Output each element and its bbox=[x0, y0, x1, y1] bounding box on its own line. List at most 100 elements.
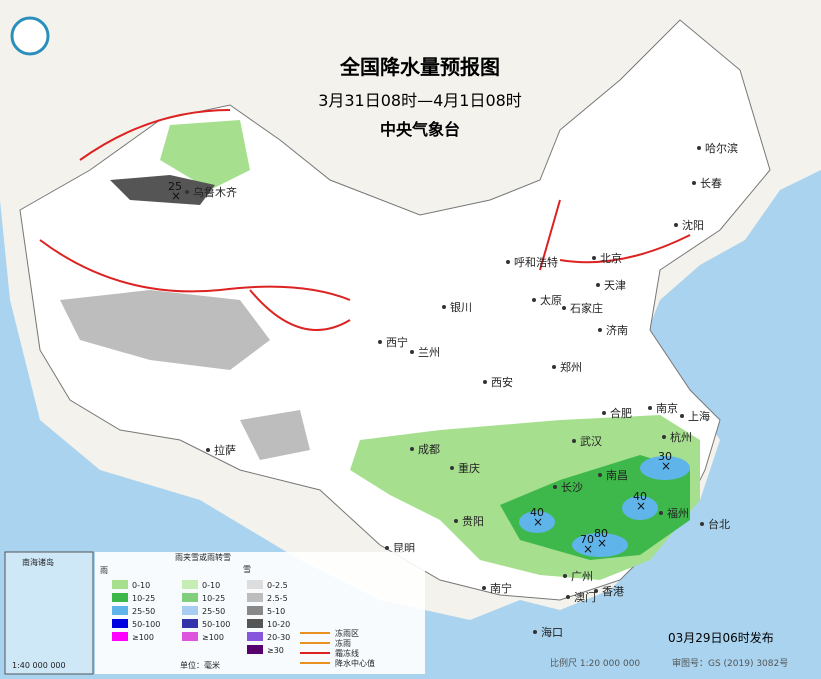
legend-label: 10-25 bbox=[132, 594, 155, 603]
city-label: 呼和浩特 bbox=[514, 255, 558, 269]
legend-swatch bbox=[247, 593, 263, 602]
legend-swatch bbox=[112, 580, 128, 589]
legend-label: 20-30 bbox=[267, 633, 290, 642]
legend-label: 25-50 bbox=[202, 607, 225, 616]
city-label: 澳门 bbox=[574, 590, 596, 604]
city-label: 台北 bbox=[708, 517, 730, 531]
legend-label: 0-2.5 bbox=[267, 581, 288, 590]
city-dot bbox=[700, 522, 704, 526]
city-label: 长沙 bbox=[561, 481, 583, 494]
agency: 中央气象台 bbox=[380, 120, 460, 139]
city-label: 西安 bbox=[491, 375, 513, 389]
city-label: 南宁 bbox=[490, 581, 512, 595]
period: 3月31日08时—4月1日08时 bbox=[318, 91, 522, 110]
city-label: 杭州 bbox=[670, 430, 692, 444]
title: 全国降水量预报图 bbox=[339, 55, 500, 79]
center-x: × bbox=[533, 515, 543, 529]
legend-swatch bbox=[182, 580, 198, 589]
city-label: 北京 bbox=[600, 251, 622, 265]
legend-swatch bbox=[112, 619, 128, 628]
rain-area-heavy bbox=[572, 533, 628, 557]
center-value: 30 bbox=[658, 450, 672, 463]
center-value: 40 bbox=[530, 506, 544, 519]
legend-label: ≥100 bbox=[132, 633, 154, 642]
city-label: 济南 bbox=[606, 323, 628, 337]
city-dot bbox=[659, 511, 663, 515]
city-dot bbox=[454, 519, 458, 523]
city-dot bbox=[410, 447, 414, 451]
legend-swatch bbox=[112, 632, 128, 641]
issued: 03月29日06时发布 bbox=[668, 630, 774, 645]
city-dot bbox=[674, 223, 678, 227]
legend-label: 0-10 bbox=[202, 581, 220, 590]
city-dot bbox=[594, 589, 598, 593]
legend-label: 10-20 bbox=[267, 620, 290, 629]
legend-swatch bbox=[112, 593, 128, 602]
legend-label: 50-100 bbox=[202, 620, 230, 629]
city-dot bbox=[602, 411, 606, 415]
legend-swatch bbox=[247, 606, 263, 615]
legend-swatch bbox=[112, 606, 128, 615]
city-label: 福州 bbox=[667, 506, 689, 520]
city-dot bbox=[692, 181, 696, 185]
city-dot bbox=[697, 146, 701, 150]
legend-symbol-label: 霜冻线 bbox=[335, 648, 359, 658]
city-label: 合肥 bbox=[610, 406, 632, 420]
legend-symbol-label: 冻雨 bbox=[335, 638, 351, 648]
center-value: 80 bbox=[594, 527, 608, 540]
city-dot bbox=[596, 283, 600, 287]
city-label: 石家庄 bbox=[570, 301, 603, 315]
city-label: 沈阳 bbox=[682, 218, 704, 232]
city-dot bbox=[532, 298, 536, 302]
legend-label: 50-100 bbox=[132, 620, 160, 629]
city-label: 广州 bbox=[571, 570, 593, 583]
city-label: 上海 bbox=[688, 409, 710, 423]
city-dot bbox=[598, 328, 602, 332]
centers: ×25×30×40×40×70 ×80 bbox=[168, 180, 672, 556]
city-dot bbox=[598, 473, 602, 477]
legend-label: 10-25 bbox=[202, 594, 225, 603]
city-label: 南昌 bbox=[606, 469, 628, 482]
city-label: 郑州 bbox=[560, 360, 582, 374]
legend-title: 雪 bbox=[243, 565, 251, 574]
city-label: 南京 bbox=[656, 401, 678, 415]
inset bbox=[4, 551, 94, 675]
legend-swatch bbox=[247, 580, 263, 589]
legend-swatch bbox=[247, 645, 263, 654]
city-label: 西宁 bbox=[386, 335, 408, 349]
center-x: × bbox=[661, 459, 671, 473]
city-dot bbox=[506, 260, 510, 264]
city-dot bbox=[592, 256, 596, 260]
city-dot bbox=[648, 406, 652, 410]
scale: 比例尺 1:20 000 000 bbox=[550, 657, 640, 669]
frost-line bbox=[39, 109, 691, 331]
city-dot bbox=[563, 574, 567, 578]
city-label: 拉萨 bbox=[214, 443, 236, 457]
center-x: × bbox=[636, 499, 646, 513]
legend-title: 雨 bbox=[100, 566, 108, 575]
city-label: 乌鲁木齐 bbox=[193, 185, 237, 199]
city-dot bbox=[553, 485, 557, 489]
rain-area-heavy bbox=[622, 496, 658, 520]
city-label: 哈尔滨 bbox=[705, 141, 738, 155]
city-dot bbox=[206, 448, 210, 452]
inset-scale: 1:40 000 000 bbox=[12, 661, 66, 670]
city-dot bbox=[483, 380, 487, 384]
city-label: 天津 bbox=[604, 279, 626, 292]
legend-swatch bbox=[247, 632, 263, 641]
legend-label: 5-10 bbox=[267, 607, 285, 616]
city-label: 贵阳 bbox=[462, 515, 484, 528]
legend-title: 雨夹雪或雨转雪 bbox=[175, 552, 231, 562]
city-dot bbox=[185, 190, 189, 194]
city-dot bbox=[552, 365, 556, 369]
legend-swatch bbox=[182, 606, 198, 615]
city-dot bbox=[562, 306, 566, 310]
center-value: 70 bbox=[580, 533, 594, 546]
city-label: 成都 bbox=[418, 443, 440, 456]
rain-area-light bbox=[160, 120, 250, 190]
center-x: × bbox=[171, 189, 181, 203]
logo bbox=[10, 16, 50, 56]
rain-area-heavy bbox=[519, 511, 555, 533]
